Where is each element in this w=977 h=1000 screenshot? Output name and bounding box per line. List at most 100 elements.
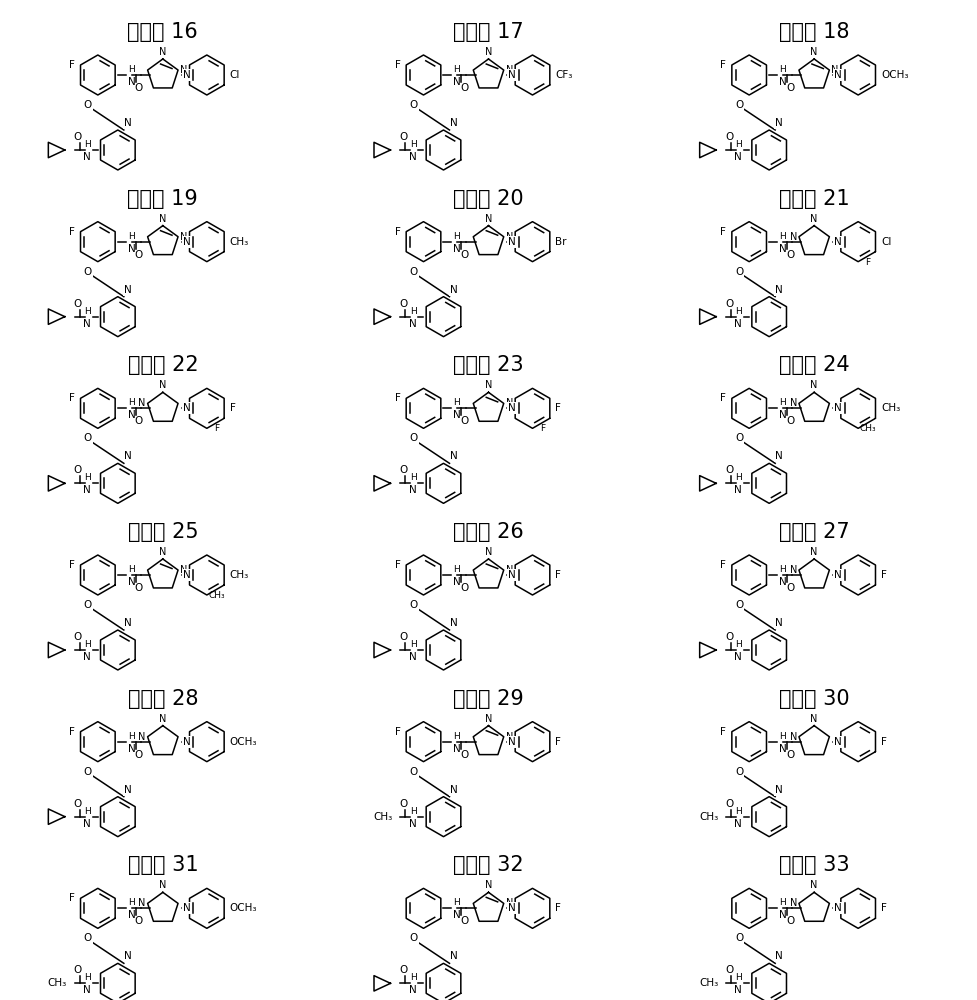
Text: F: F (866, 258, 871, 267)
Text: N: N (508, 237, 516, 247)
Text: O: O (409, 100, 417, 110)
Text: H: H (736, 973, 743, 982)
Text: O: O (786, 750, 794, 760)
Text: H: H (84, 973, 91, 982)
Text: O: O (786, 416, 794, 426)
Text: H: H (736, 307, 743, 316)
Text: O: O (786, 916, 794, 926)
Text: N: N (811, 380, 818, 390)
Text: H: H (128, 565, 135, 574)
Text: O: O (73, 299, 82, 309)
Text: O: O (400, 299, 407, 309)
Text: N: N (183, 903, 191, 913)
Text: N: N (776, 118, 783, 128)
Text: N: N (183, 403, 191, 413)
Text: O: O (135, 416, 143, 426)
Text: N: N (506, 232, 513, 242)
Text: 化合物 29: 化合物 29 (453, 689, 524, 709)
Text: N: N (735, 652, 743, 662)
Text: O: O (735, 267, 743, 277)
Text: O: O (73, 132, 82, 142)
Text: N: N (453, 77, 461, 87)
Text: N: N (128, 410, 136, 420)
Text: F: F (881, 737, 887, 747)
Text: N: N (408, 152, 416, 162)
Text: H: H (780, 232, 786, 241)
Text: N: N (776, 285, 783, 295)
Text: N: N (453, 577, 461, 587)
Text: O: O (135, 750, 143, 760)
Text: N: N (408, 319, 416, 329)
Text: O: O (409, 600, 417, 610)
Text: F: F (395, 393, 401, 403)
Text: H: H (84, 640, 91, 649)
Text: O: O (460, 583, 469, 593)
Text: O: O (135, 250, 143, 260)
Text: F: F (540, 424, 545, 433)
Text: 化合物 18: 化合物 18 (779, 22, 849, 42)
Text: 化合物 17: 化合物 17 (453, 22, 524, 42)
Text: O: O (735, 100, 743, 110)
Text: F: F (395, 60, 401, 70)
Text: H: H (409, 807, 416, 816)
Text: N: N (506, 565, 513, 575)
Text: N: N (834, 403, 842, 413)
Text: O: O (735, 433, 743, 443)
Text: N: N (506, 898, 513, 908)
Text: O: O (135, 83, 143, 93)
Text: N: N (776, 951, 783, 961)
Text: N: N (780, 910, 786, 920)
Text: N: N (138, 398, 146, 408)
Text: H: H (780, 898, 786, 907)
Text: O: O (460, 750, 469, 760)
Text: H: H (84, 140, 91, 149)
Text: F: F (69, 560, 75, 570)
Text: O: O (725, 132, 734, 142)
Text: N: N (789, 732, 797, 742)
Text: 化合物 24: 化合物 24 (779, 355, 849, 375)
Text: F: F (881, 903, 887, 913)
Text: N: N (780, 77, 786, 87)
Text: N: N (735, 985, 743, 995)
Text: 化合物 30: 化合物 30 (779, 689, 849, 709)
Text: CH₃: CH₃ (208, 591, 225, 600)
Text: N: N (735, 152, 743, 162)
Text: N: N (83, 819, 91, 829)
Text: Br: Br (556, 237, 567, 247)
Text: N: N (776, 618, 783, 628)
Text: H: H (128, 398, 135, 407)
Text: N: N (159, 714, 166, 724)
Text: N: N (124, 285, 132, 295)
Text: F: F (69, 393, 75, 403)
Text: N: N (834, 237, 842, 247)
Text: O: O (460, 83, 469, 93)
Text: N: N (789, 898, 797, 908)
Text: H: H (780, 65, 786, 74)
Text: N: N (180, 565, 188, 575)
Text: F: F (214, 424, 220, 433)
Text: CH₃: CH₃ (881, 403, 901, 413)
Text: N: N (789, 232, 797, 242)
Text: N: N (183, 237, 191, 247)
Text: CF₃: CF₃ (556, 70, 573, 80)
Text: N: N (449, 285, 457, 295)
Text: N: N (776, 785, 783, 795)
Text: H: H (128, 232, 135, 241)
Text: N: N (811, 47, 818, 57)
Text: N: N (485, 47, 492, 57)
Text: N: N (128, 77, 136, 87)
Text: H: H (780, 565, 786, 574)
Text: N: N (834, 737, 842, 747)
Text: N: N (138, 732, 146, 742)
Text: N: N (408, 652, 416, 662)
Text: O: O (400, 132, 407, 142)
Text: O: O (409, 767, 417, 777)
Text: N: N (83, 652, 91, 662)
Text: N: N (83, 152, 91, 162)
Text: N: N (485, 380, 492, 390)
Text: O: O (735, 767, 743, 777)
Text: N: N (780, 744, 786, 754)
Text: N: N (506, 65, 513, 75)
Text: N: N (124, 618, 132, 628)
Text: H: H (128, 65, 135, 74)
